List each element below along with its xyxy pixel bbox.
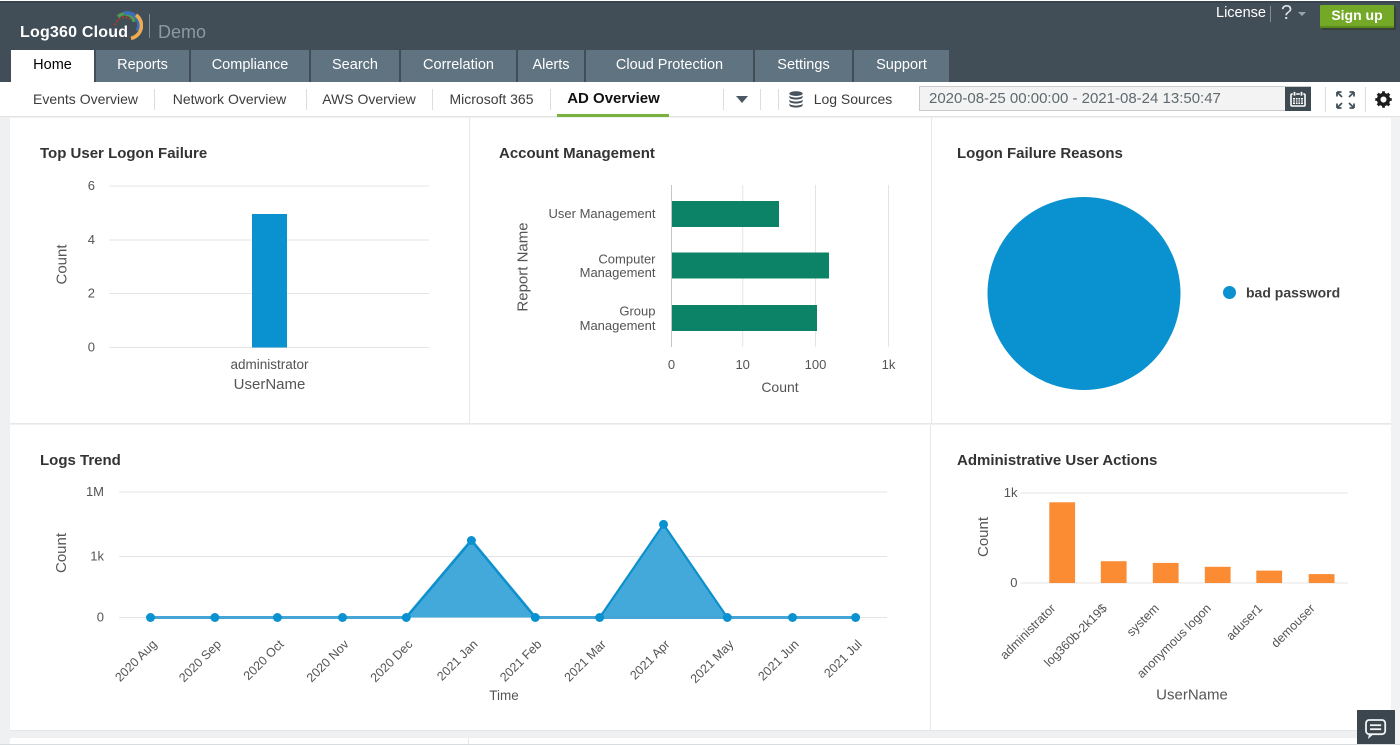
svg-text:Management: Management [580,318,656,333]
svg-text:Report Name: Report Name [515,222,532,311]
svg-text:aduser1: aduser1 [1223,601,1265,643]
svg-text:bad password: bad password [1246,285,1340,301]
svg-text:Group: Group [619,304,655,319]
svg-text:2020 Nov: 2020 Nov [304,637,352,685]
svg-text:2021 Mar: 2021 Mar [562,637,609,684]
svg-text:100: 100 [805,357,827,372]
svg-text:Top User Logon Failure: Top User Logon Failure [40,145,207,162]
svg-text:Logs Trend: Logs Trend [40,452,121,469]
svg-text:User Management: User Management [549,206,656,221]
svg-text:Logon Failure Reasons: Logon Failure Reasons [957,145,1123,162]
svg-text:UserName: UserName [234,376,306,393]
svg-text:0: 0 [668,357,675,372]
svg-text:1M: 1M [86,484,104,499]
svg-text:2021 Jul: 2021 Jul [821,637,864,680]
svg-text:2020 Dec: 2020 Dec [368,637,416,685]
svg-text:Administrative User Actions: Administrative User Actions [957,452,1157,469]
svg-text:Time: Time [489,688,519,703]
svg-text:system: system [1124,601,1162,639]
svg-text:2021 May: 2021 May [688,637,737,686]
svg-text:2021 Feb: 2021 Feb [497,637,544,684]
svg-text:1k: 1k [1004,485,1018,500]
svg-text:2020 Sep: 2020 Sep [176,637,224,685]
svg-text:0: 0 [97,610,104,625]
svg-text:0: 0 [88,340,95,355]
svg-text:2021 Apr: 2021 Apr [627,637,672,682]
svg-text:1k: 1k [90,549,104,564]
svg-text:2021 Jun: 2021 Jun [755,637,801,683]
svg-text:6: 6 [88,178,95,193]
svg-text:10: 10 [735,357,749,372]
svg-text:2020 Aug: 2020 Aug [112,637,159,684]
svg-text:2020 Oct: 2020 Oct [241,637,287,683]
svg-text:demouser: demouser [1269,601,1318,650]
svg-text:Count: Count [54,244,71,285]
svg-text:Account Management: Account Management [499,145,655,162]
svg-text:Count: Count [53,532,70,573]
svg-text:1k: 1k [882,357,896,372]
svg-text:Count: Count [975,516,992,557]
svg-text:0: 0 [1010,575,1017,590]
svg-text:2021 Jan: 2021 Jan [434,637,480,683]
svg-text:administrator: administrator [230,357,309,372]
svg-text:UserName: UserName [1156,687,1228,704]
svg-text:Management: Management [580,265,656,280]
svg-text:Count: Count [761,379,798,395]
svg-text:Computer: Computer [598,252,656,267]
svg-text:2: 2 [88,286,95,301]
svg-text:4: 4 [88,232,95,247]
